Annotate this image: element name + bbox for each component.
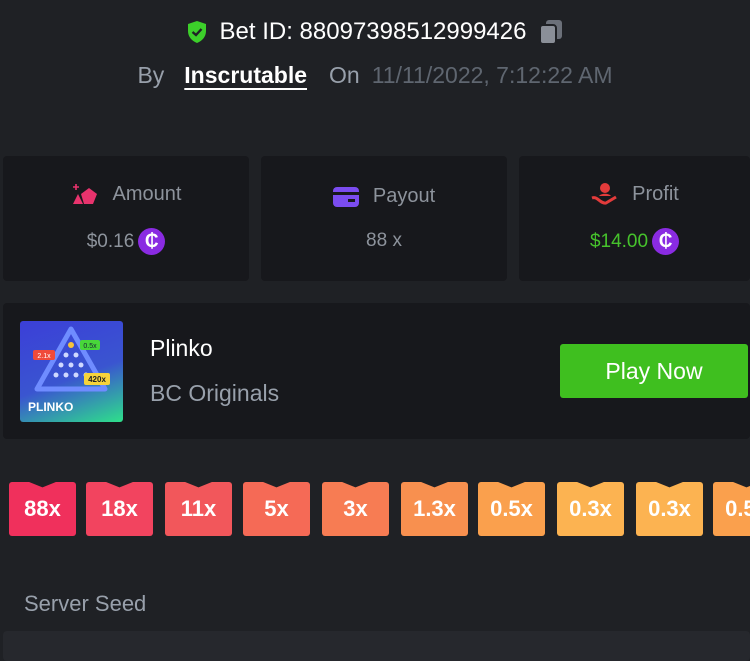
payout-label: Payout xyxy=(372,185,436,207)
stat-amount: Amount $0.16 ₵ xyxy=(3,156,249,281)
multiplier-slot: 5x xyxy=(243,482,310,536)
multiplier-slot: 88x xyxy=(9,482,76,536)
bet-meta: By Inscrutable On 11/11/2022, 7:12:22 AM xyxy=(0,62,750,89)
amount-value: $0.16 xyxy=(86,230,135,252)
coin-icon: ₵ xyxy=(138,228,166,255)
play-now-button[interactable]: Play Now xyxy=(560,344,748,398)
copy-icon[interactable] xyxy=(538,18,564,46)
game-provider: BC Originals xyxy=(150,380,280,406)
thumb-tag: 420x xyxy=(88,375,106,384)
bet-id: Bet ID: 88097398512999426 xyxy=(219,18,527,45)
multiplier-slot: 0.5x xyxy=(713,482,750,536)
money-bag-icon xyxy=(72,184,97,204)
thumb-title: PLINKO xyxy=(28,400,73,414)
multiplier-slot: 0.3x xyxy=(557,482,624,536)
card-icon xyxy=(332,186,359,207)
on-label: On xyxy=(329,62,360,88)
multiplier-slot: 18x xyxy=(86,482,153,536)
multiplier-slot: 3x xyxy=(322,482,389,536)
multiplier-slot: 1.3x xyxy=(401,482,468,536)
multiplier-slot: 0.3x xyxy=(636,482,703,536)
coin-icon: ₵ xyxy=(652,228,680,255)
game-name[interactable]: Plinko xyxy=(150,335,213,361)
profit-value: $14.00 xyxy=(589,230,649,252)
server-seed-label: Server Seed xyxy=(24,591,147,616)
plinko-logo-icon: 2.1x 0.5x 420x PLINKO xyxy=(28,326,110,414)
game-thumbnail[interactable]: 2.1x 0.5x 420x PLINKO xyxy=(20,321,123,422)
thumb-tag: 2.1x xyxy=(37,353,51,360)
payout-value: 88 x xyxy=(366,230,402,251)
multiplier-slot: 0.5x xyxy=(478,482,545,536)
by-label: By xyxy=(137,62,165,88)
user-link[interactable]: Inscrutable xyxy=(184,62,308,88)
server-seed-field[interactable] xyxy=(3,631,750,661)
hand-user-icon xyxy=(591,183,617,205)
stat-profit: Profit $14.00 ₵ xyxy=(519,156,750,281)
bet-id-row: Bet ID: 88097398512999426 xyxy=(0,18,750,46)
game-card: 2.1x 0.5x 420x PLINKO Plinko BC Original… xyxy=(3,303,750,439)
amount-label: Amount xyxy=(112,182,182,205)
bet-datetime: 11/11/2022, 7:12:22 AM xyxy=(371,62,613,88)
stat-payout: Payout 88 x xyxy=(261,156,507,281)
multiplier-slot: 11x xyxy=(165,482,232,536)
profit-label: Profit xyxy=(632,182,679,205)
verified-shield-icon xyxy=(187,21,206,43)
thumb-tag: 0.5x xyxy=(83,343,97,350)
